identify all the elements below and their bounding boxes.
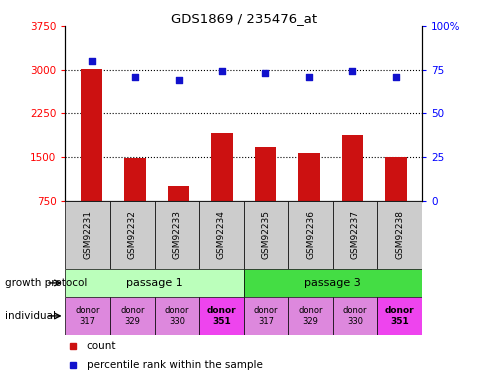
Bar [167,186,189,201]
Text: GSM92236: GSM92236 [305,210,315,260]
Bar [332,201,377,269]
Text: GSM92232: GSM92232 [128,210,136,260]
Text: donor
329: donor 329 [298,306,322,326]
Text: count: count [87,341,116,351]
Text: GSM92238: GSM92238 [394,210,403,260]
Bar [377,201,421,269]
Text: donor
351: donor 351 [206,306,236,326]
Point [304,74,312,80]
Text: donor
351: donor 351 [384,306,414,326]
Text: passage 3: passage 3 [304,278,361,288]
Bar [211,133,232,201]
Text: passage 1: passage 1 [126,278,182,288]
Point [261,70,269,76]
Text: donor
330: donor 330 [164,306,189,326]
Text: donor
317: donor 317 [253,306,278,326]
Point [174,77,182,83]
Text: growth protocol: growth protocol [5,278,87,288]
Text: GSM92231: GSM92231 [83,210,92,260]
Bar [254,147,276,201]
Point [348,68,356,74]
Bar [154,201,199,269]
Point [218,68,226,74]
Bar [298,153,319,201]
Title: GDS1869 / 235476_at: GDS1869 / 235476_at [170,12,316,25]
Text: donor
317: donor 317 [76,306,100,326]
Text: donor
330: donor 330 [342,306,366,326]
Bar [110,201,154,269]
Point [131,74,138,80]
Bar [243,201,287,269]
Bar [377,297,421,335]
Bar [80,69,102,201]
Text: donor
329: donor 329 [120,306,144,326]
Bar [384,157,406,201]
Bar [65,201,110,269]
Text: GSM92235: GSM92235 [261,210,270,260]
Text: GSM92237: GSM92237 [350,210,359,260]
Bar [332,297,377,335]
Bar [287,201,332,269]
Point [88,58,95,64]
Bar [199,201,243,269]
Text: GSM92233: GSM92233 [172,210,181,260]
Bar [199,297,243,335]
Bar [287,297,332,335]
Bar [124,158,146,201]
Text: individual: individual [5,311,56,321]
Text: GSM92234: GSM92234 [216,210,226,260]
Bar [154,297,199,335]
Point [391,74,399,80]
Bar [65,297,110,335]
Bar [243,297,287,335]
Bar [65,269,243,297]
Bar [110,297,154,335]
Text: percentile rank within the sample: percentile rank within the sample [87,360,262,370]
Bar [341,135,363,201]
Bar [243,269,421,297]
